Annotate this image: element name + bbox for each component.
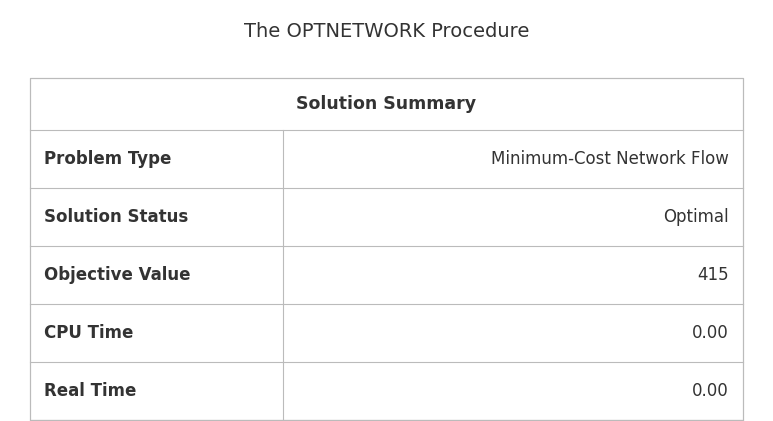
Text: Solution Status: Solution Status: [44, 208, 189, 226]
Text: 0.00: 0.00: [693, 382, 729, 400]
Text: Objective Value: Objective Value: [44, 266, 190, 284]
Text: 415: 415: [697, 266, 729, 284]
Text: 0.00: 0.00: [693, 324, 729, 342]
Text: Optimal: Optimal: [663, 208, 729, 226]
Text: Solution Summary: Solution Summary: [296, 95, 477, 113]
Text: The OPTNETWORK Procedure: The OPTNETWORK Procedure: [243, 22, 530, 41]
Text: Real Time: Real Time: [44, 382, 136, 400]
Text: CPU Time: CPU Time: [44, 324, 134, 342]
Text: Problem Type: Problem Type: [44, 150, 172, 168]
Text: Minimum-Cost Network Flow: Minimum-Cost Network Flow: [491, 150, 729, 168]
